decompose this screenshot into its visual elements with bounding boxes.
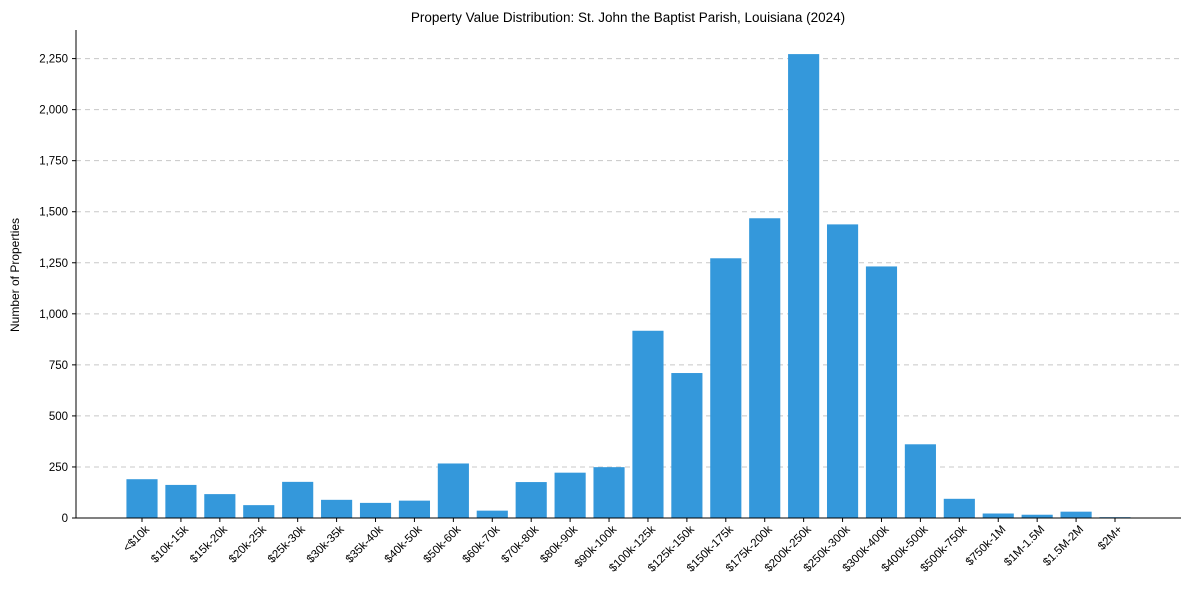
bar: [710, 258, 742, 518]
x-tick-label: $750k-1M: [964, 524, 1009, 569]
bar: [398, 500, 431, 518]
x-tick-label: $2M+: [1096, 523, 1125, 552]
bar: [865, 266, 898, 518]
y-tick-label: 1,250: [39, 258, 68, 270]
x-tick-label: $10k-15k: [149, 523, 191, 565]
bar: [749, 218, 781, 518]
y-tick-label: 1,000: [39, 309, 68, 321]
x-tick-label: $35k-40k: [344, 523, 386, 565]
bar: [554, 472, 586, 518]
bar: [126, 479, 158, 518]
gridlines: [76, 58, 1181, 468]
bar: [476, 510, 508, 518]
y-axis-label: Number of Properties: [8, 218, 22, 332]
x-tick-label: $20k-25k: [227, 523, 269, 565]
bar: [904, 444, 936, 518]
bars: [126, 54, 1131, 519]
bar: [165, 484, 197, 518]
x-tick-label: $15k-20k: [188, 523, 230, 565]
x-tick-label: $25k-30k: [266, 523, 308, 565]
bar: [321, 499, 353, 518]
x-tick-label: $60k-70k: [460, 523, 502, 565]
y-tick-label: 2,000: [39, 105, 68, 117]
x-tick-label: $40k-50k: [383, 523, 425, 565]
x-tick-label: $1.5M-2M: [1041, 524, 1086, 569]
bar: [204, 494, 236, 518]
bar: [437, 463, 469, 518]
y-tick-label: 250: [49, 462, 68, 474]
y-axis-ticks: 0 250 500 750 1,000 1,250 1,500 1,750 2,000 2,250: [39, 54, 76, 525]
bar: [982, 513, 1014, 518]
bar: [515, 482, 547, 518]
bar: [788, 54, 820, 519]
y-tick-label: 1,500: [39, 207, 68, 219]
x-tick-label: $70k-80k: [499, 523, 541, 565]
x-axis-ticks: <$10k$10k-15k$15k-20k$20k-25k$25k-30k$30…: [121, 518, 1125, 575]
y-tick-label: 0: [62, 513, 68, 525]
bar: [1060, 511, 1092, 518]
x-tick-label: $30k-35k: [305, 523, 347, 565]
bar: [243, 505, 275, 518]
bar: [359, 502, 392, 518]
bar: [593, 467, 625, 518]
y-tick-label: 2,250: [39, 54, 68, 66]
x-tick-label: $1M-1.5M: [1002, 524, 1047, 569]
x-tick-label: $50k-60k: [422, 523, 464, 565]
bar: [282, 481, 314, 518]
bar: [943, 498, 975, 518]
y-tick-label: 1,750: [39, 156, 68, 168]
bar: [826, 224, 859, 518]
chart-title: Property Value Distribution: St. John th…: [411, 10, 845, 25]
y-tick-label: 500: [49, 411, 68, 423]
x-tick-label: <$10k: [121, 523, 152, 554]
bar: [1021, 514, 1053, 518]
bar: [671, 373, 703, 518]
bar: [632, 330, 664, 518]
y-tick-label: 750: [49, 360, 68, 372]
